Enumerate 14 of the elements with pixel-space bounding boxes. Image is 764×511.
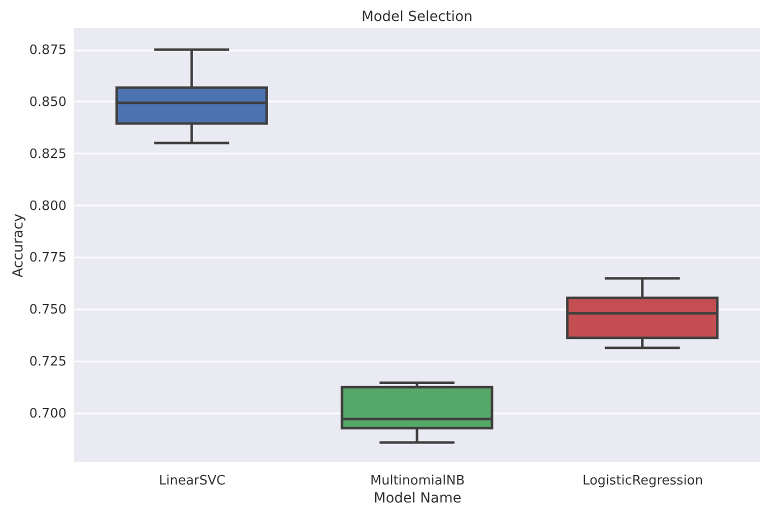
x-tick-label: LinearSVC xyxy=(158,474,226,488)
y-tick-label: 0.725 xyxy=(29,354,66,370)
y-tick-label: 0.875 xyxy=(29,43,66,58)
chart-title: Model Selection xyxy=(361,9,473,25)
y-axis-title: Accuracy xyxy=(10,214,26,278)
y-tick-label: 0.775 xyxy=(29,250,66,266)
y-tick-label: 0.850 xyxy=(29,94,66,110)
y-tick-label: 0.825 xyxy=(29,146,66,162)
x-tick-label: LogisticRegression xyxy=(582,474,704,488)
y-tick-label: 0.800 xyxy=(29,198,66,214)
y-tick-label: 0.700 xyxy=(29,406,66,422)
x-tick-label: MultinomialNB xyxy=(370,474,465,488)
y-tick-label: 0.750 xyxy=(29,302,66,318)
x-axis-title: Model Name xyxy=(374,490,462,506)
